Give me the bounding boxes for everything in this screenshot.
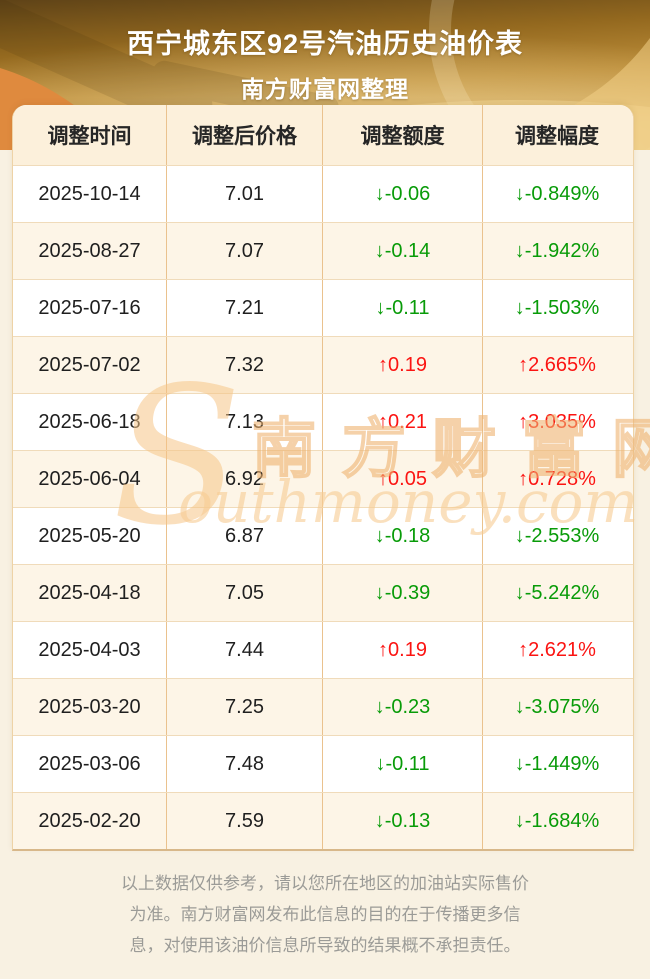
table-row: 2025-06-04 6.92 ↑0.05 ↑0.728% — [13, 450, 633, 507]
cell-percent: ↑3.035% — [518, 410, 596, 433]
disclaimer-text: 以上数据仅供参考，请以您所在地区的加油站实际售价 为准。南方财富网发布此信息的目的… — [0, 868, 650, 961]
table-row: 2025-05-20 6.87 ↓-0.18 ↓-2.553% — [13, 507, 633, 564]
cell-change: ↓-0.18 — [323, 508, 483, 564]
cell-date: 2025-04-18 — [13, 565, 167, 621]
cell-price: 7.59 — [167, 793, 323, 849]
cell-price: 7.21 — [167, 280, 323, 336]
cell-percent: ↓-2.553% — [514, 524, 600, 547]
cell-percent: ↓-3.075% — [514, 695, 600, 718]
cell-change: ↑0.05 — [323, 451, 483, 507]
page-title: 西宁城东区92号汽油历史油价表 — [126, 29, 524, 59]
cell-price: 7.01 — [167, 166, 323, 222]
cell-date: 2025-06-18 — [13, 394, 167, 450]
cell-percent: ↓-1.503% — [514, 296, 600, 319]
column-header: 调整额度 — [323, 105, 483, 165]
cell-change: ↓-0.14 — [323, 223, 483, 279]
cell-date: 2025-05-20 — [13, 508, 167, 564]
disclaimer-line: 为准。南方财富网发布此信息的目的在于传播更多信 — [129, 905, 521, 924]
cell-change: ↓-0.06 — [323, 166, 483, 222]
table-row: 2025-06-18 7.13 ↑0.21 ↑3.035% — [13, 393, 633, 450]
table-row: 2025-10-14 7.01 ↓-0.06 ↓-0.849% — [13, 165, 633, 222]
cell-price: 6.92 — [167, 451, 323, 507]
cell-date: 2025-10-14 — [13, 166, 167, 222]
cell-change: ↓-0.11 — [323, 280, 483, 336]
hero-text: 西宁城东区92号汽油历史油价表 南方财富网整理 — [0, 0, 650, 104]
cell-date: 2025-07-16 — [13, 280, 167, 336]
page-subtitle: 南方财富网整理 — [241, 76, 409, 102]
disclaimer-line: 息，对使用该油价信息所导致的结果概不承担责任。 — [129, 936, 521, 955]
cell-change: ↓-0.11 — [323, 736, 483, 792]
table-row: 2025-07-16 7.21 ↓-0.11 ↓-1.503% — [13, 279, 633, 336]
cell-price: 7.07 — [167, 223, 323, 279]
cell-change: ↓-0.39 — [323, 565, 483, 621]
cell-price: 6.87 — [167, 508, 323, 564]
cell-change: ↑0.19 — [323, 337, 483, 393]
cell-date: 2025-02-20 — [13, 793, 167, 849]
cell-percent: ↓-5.242% — [514, 581, 600, 604]
cell-percent: ↓-1.942% — [514, 239, 600, 262]
cell-price: 7.25 — [167, 679, 323, 735]
table-row: 2025-08-27 7.07 ↓-0.14 ↓-1.942% — [13, 222, 633, 279]
cell-percent: ↓-1.449% — [514, 752, 600, 775]
column-header: 调整时间 — [13, 105, 167, 165]
cell-date: 2025-08-27 — [13, 223, 167, 279]
cell-change: ↓-0.13 — [323, 793, 483, 849]
table-header-row: 调整时间 调整后价格 调整额度 调整幅度 — [13, 105, 633, 165]
cell-change: ↑0.19 — [323, 622, 483, 678]
cell-percent: ↓-0.849% — [514, 182, 600, 205]
cell-change: ↑0.21 — [323, 394, 483, 450]
table-row: 2025-03-20 7.25 ↓-0.23 ↓-3.075% — [13, 678, 633, 735]
cell-date: 2025-03-20 — [13, 679, 167, 735]
table-row: 2025-02-20 7.59 ↓-0.13 ↓-1.684% — [13, 792, 633, 849]
cell-price: 7.32 — [167, 337, 323, 393]
cell-date: 2025-07-02 — [13, 337, 167, 393]
table-row: 2025-03-06 7.48 ↓-0.11 ↓-1.449% — [13, 735, 633, 792]
cell-percent: ↑2.621% — [518, 638, 596, 661]
cell-price: 7.44 — [167, 622, 323, 678]
cell-percent: ↑2.665% — [518, 353, 596, 376]
table-row: 2025-04-03 7.44 ↑0.19 ↑2.621% — [13, 621, 633, 678]
column-header: 调整后价格 — [167, 105, 323, 165]
price-table: 调整时间 调整后价格 调整额度 调整幅度 2025-10-14 7.01 ↓-0.06 ↓-… — [12, 105, 634, 851]
table-row: 2025-07-02 7.32 ↑0.19 ↑2.665% — [13, 336, 633, 393]
cell-date: 2025-03-06 — [13, 736, 167, 792]
cell-price: 7.05 — [167, 565, 323, 621]
table-body: 2025-10-14 7.01 ↓-0.06 ↓-0.849% 2025-08-27 7.… — [13, 165, 633, 849]
cell-percent: ↑0.728% — [518, 467, 596, 490]
cell-price: 7.48 — [167, 736, 323, 792]
cell-percent: ↓-1.684% — [514, 809, 600, 832]
cell-change: ↓-0.23 — [323, 679, 483, 735]
cell-date: 2025-04-03 — [13, 622, 167, 678]
table-row: 2025-04-18 7.05 ↓-0.39 ↓-5.242% — [13, 564, 633, 621]
cell-price: 7.13 — [167, 394, 323, 450]
disclaimer-line: 以上数据仅供参考，请以您所在地区的加油站实际售价 — [121, 874, 529, 893]
column-header: 调整幅度 — [515, 125, 599, 148]
cell-date: 2025-06-04 — [13, 451, 167, 507]
